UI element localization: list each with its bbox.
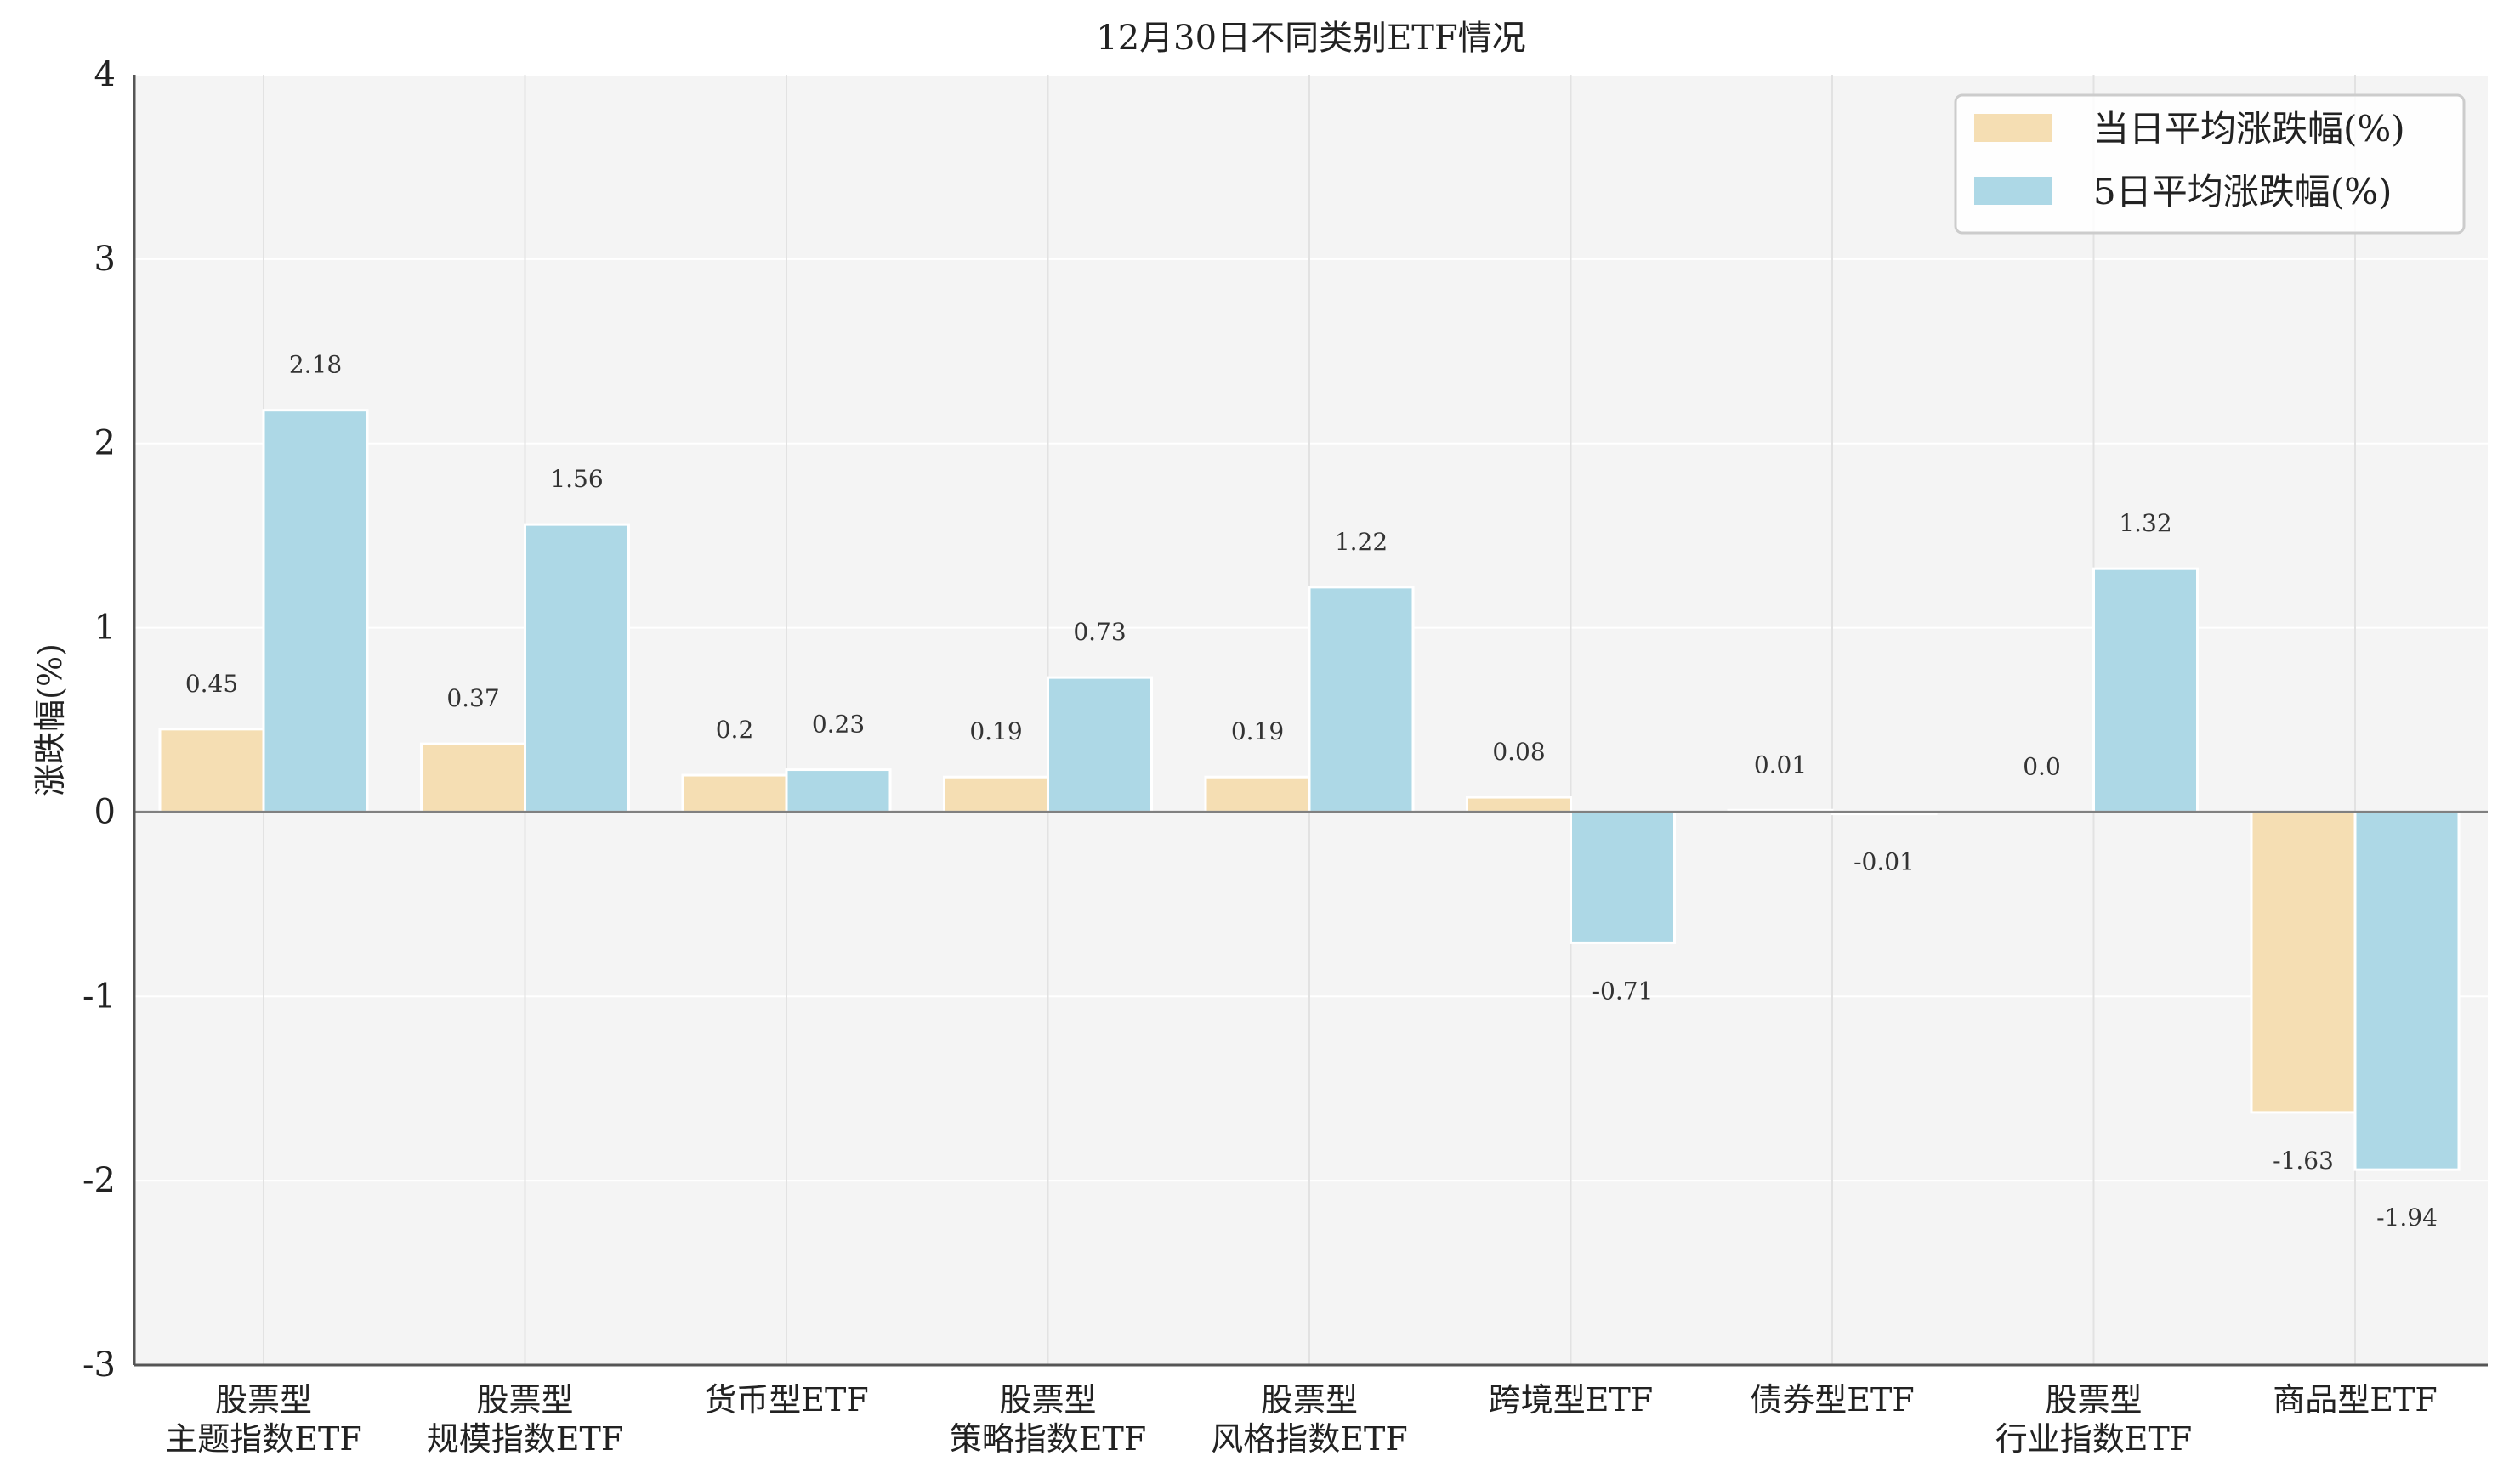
y-tick-label: -2 [82, 1161, 116, 1200]
value-label-5day: 0.23 [812, 711, 865, 739]
value-label-daily: 0.01 [1754, 750, 1807, 779]
value-label-daily: 0.45 [185, 670, 238, 698]
value-label-daily: 0.19 [969, 717, 1022, 745]
y-tick-label: 1 [94, 609, 116, 648]
legend-label-daily: 当日平均涨跌幅(%) [2093, 108, 2405, 150]
bar-5day [524, 523, 630, 813]
x-tick-label: 股票型 [1261, 1381, 1358, 1419]
x-tick-label: 股票型 [476, 1381, 573, 1419]
value-label-daily: 0.19 [1231, 717, 1284, 745]
x-tick-label: 主题指数ETF [165, 1420, 361, 1458]
x-tick-label: 股票型 [215, 1381, 312, 1419]
bar-5day [1047, 676, 1153, 813]
x-tick-label: 跨境型ETF [1489, 1381, 1653, 1419]
value-labels: 0.45 0.37 0.2 0.19 0.19 0.08 0.01 0.0 -1.63 2.18 1… [185, 351, 2438, 1232]
value-label-5day: 2.18 [289, 351, 342, 379]
x-tick-label: 股票型 [999, 1381, 1096, 1419]
x-tick-label: 风格指数ETF [1211, 1420, 1407, 1458]
y-tick-label: -1 [82, 977, 116, 1016]
bar-daily [1204, 775, 1311, 813]
value-label-daily: 0.08 [1492, 738, 1545, 766]
x-tick-label: 股票型 [2045, 1381, 2142, 1419]
bar-daily [1466, 796, 1572, 813]
y-tick-label: 0 [94, 792, 116, 831]
legend: 当日平均涨跌幅(%) 5日平均涨跌幅(%) [1954, 93, 2466, 235]
y-axis-label: 涨跌幅(%) [31, 643, 69, 796]
x-tick-label: 货币型ETF [704, 1381, 868, 1419]
y-tick-label: 3 [94, 240, 116, 279]
value-label-daily: 0.37 [446, 684, 499, 712]
y-tick-label: 4 [94, 55, 116, 94]
bar-5day [1308, 586, 1415, 813]
x-tick-label: 债券型ETF [1750, 1381, 1914, 1419]
bar-daily [681, 773, 788, 813]
value-label-5day: 1.32 [2119, 509, 2171, 537]
value-label-5day: 0.73 [1073, 618, 1126, 646]
x-tick-label: 行业指数ETF [1995, 1420, 2192, 1458]
y-tick-label: 2 [94, 424, 116, 463]
value-label-5day: 1.22 [1335, 528, 1388, 556]
chart-title: 12月30日不同类别ETF情况 [1096, 19, 1525, 58]
bar-5day [2353, 810, 2461, 1171]
bars [158, 409, 2461, 1171]
bar-5day [262, 409, 369, 813]
legend-swatch-5day [1974, 177, 2052, 205]
legend-swatch-daily [1974, 114, 2052, 142]
value-label-daily: 0.2 [716, 716, 754, 744]
bar-daily [2250, 810, 2357, 1114]
bar-5day [785, 768, 892, 813]
bar-5day [2092, 567, 2199, 813]
value-label-daily: 0.0 [2023, 752, 2061, 780]
legend-frame [1954, 93, 2466, 235]
value-label-5day: 1.56 [550, 465, 603, 493]
value-label-5day: -1.94 [2376, 1204, 2438, 1232]
x-tick-label: 规模指数ETF [427, 1420, 623, 1458]
x-tick-label: 商品型ETF [2273, 1381, 2437, 1419]
value-label-daily: -1.63 [2273, 1147, 2334, 1175]
value-label-5day: -0.71 [1592, 977, 1654, 1005]
bar-daily [158, 728, 265, 813]
bar-daily [420, 742, 526, 813]
bar-5day [1570, 810, 1676, 944]
bar-daily [943, 775, 1049, 813]
x-tick-label: 策略指数ETF [950, 1420, 1146, 1458]
y-tick-label: -3 [82, 1345, 116, 1385]
value-label-5day: -0.01 [1853, 848, 1915, 876]
legend-label-5day: 5日平均涨跌幅(%) [2093, 171, 2392, 212]
